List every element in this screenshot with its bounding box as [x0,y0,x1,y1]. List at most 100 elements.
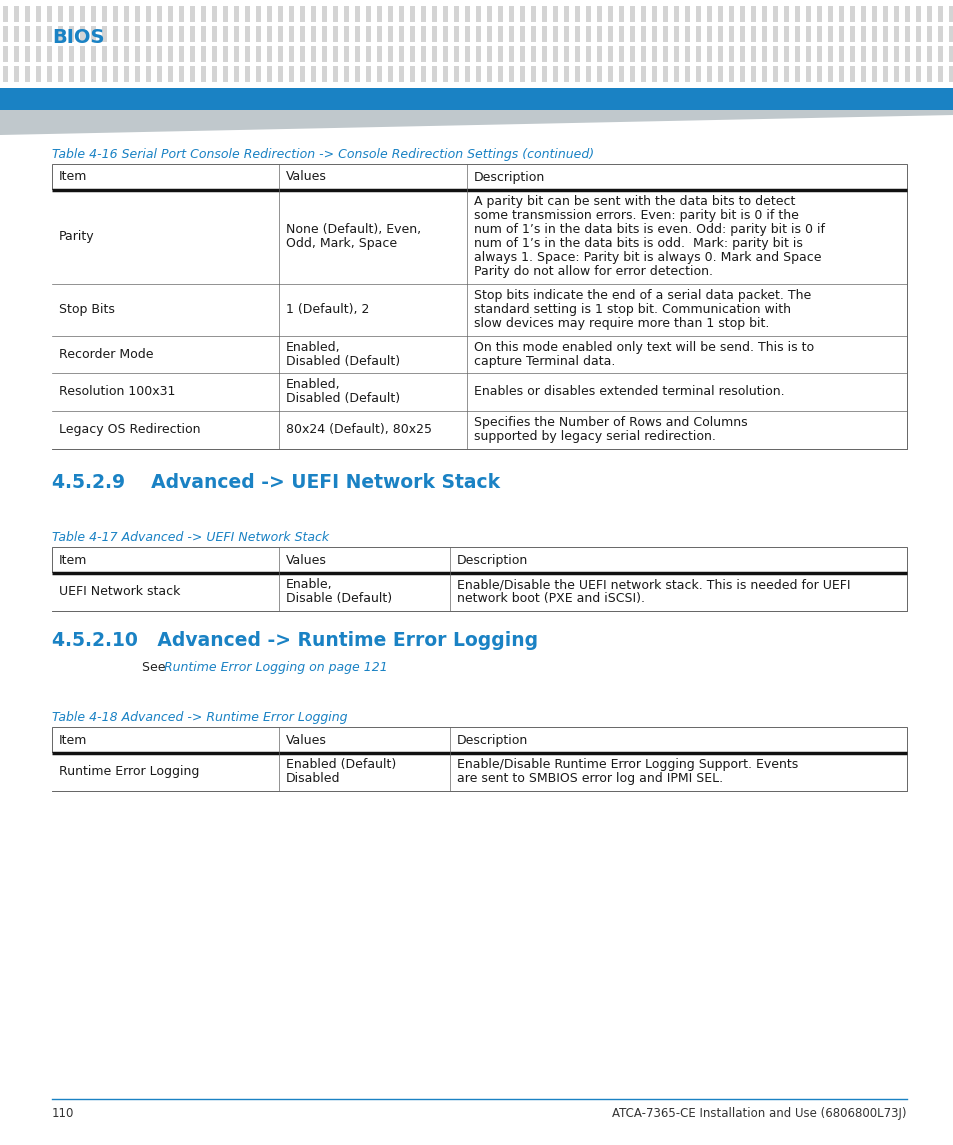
Bar [201,46,206,62]
Text: Legacy OS Redirection: Legacy OS Redirection [59,424,200,436]
Bar [805,66,810,82]
Bar [355,66,359,82]
Bar [277,26,283,42]
Bar [718,6,722,22]
Bar [344,46,349,62]
Bar [509,66,514,82]
Bar [937,46,942,62]
Bar [135,26,140,42]
Text: network boot (PXE and iSCSI).: network boot (PXE and iSCSI). [456,592,644,606]
Bar [861,6,865,22]
Bar [212,26,216,42]
Bar [904,26,909,42]
Bar [519,66,524,82]
Text: Description: Description [456,734,527,747]
Bar [311,66,315,82]
Bar [322,46,327,62]
Text: Table 4-18 Advanced -> Runtime Error Logging: Table 4-18 Advanced -> Runtime Error Log… [52,711,347,724]
Bar [926,46,931,62]
Bar [673,66,679,82]
Bar [52,335,906,373]
Bar [772,6,778,22]
Bar [47,46,52,62]
Bar [52,164,906,449]
Bar [233,26,239,42]
Bar [662,6,667,22]
Bar [761,66,766,82]
Bar [179,6,184,22]
Bar [827,66,832,82]
Bar [816,6,821,22]
Bar [25,6,30,22]
Bar [442,66,448,82]
Bar [442,46,448,62]
Text: Disabled (Default): Disabled (Default) [285,355,399,368]
Bar [277,66,283,82]
Text: On this mode enabled only text will be send. This is to: On this mode enabled only text will be s… [474,340,813,354]
Bar [233,46,239,62]
Bar [629,46,635,62]
Bar [289,6,294,22]
Bar [893,66,898,82]
Bar [25,46,30,62]
Bar [190,26,194,42]
Bar [706,66,711,82]
Bar [333,26,337,42]
Bar [728,46,733,62]
Bar [871,66,876,82]
Bar [190,6,194,22]
Bar [179,46,184,62]
Bar [299,6,305,22]
Text: supported by legacy serial redirection.: supported by legacy serial redirection. [474,431,715,443]
Bar [168,26,172,42]
Bar [398,6,403,22]
Bar [640,6,645,22]
Bar [486,46,492,62]
Text: Stop Bits: Stop Bits [59,302,114,316]
Bar [662,66,667,82]
Text: Values: Values [285,734,326,747]
Bar [36,66,41,82]
Bar [344,6,349,22]
Bar [355,46,359,62]
Bar [3,46,8,62]
Bar [420,46,426,62]
Bar [135,46,140,62]
Bar [80,46,85,62]
Bar [740,26,744,42]
Text: See: See [142,661,170,674]
Bar [794,46,800,62]
Text: Item: Item [59,734,88,747]
Bar [102,46,107,62]
Bar [838,6,843,22]
Bar [937,26,942,42]
Bar [497,26,502,42]
Bar [91,26,96,42]
Bar [696,26,700,42]
Bar [442,26,448,42]
Bar [861,46,865,62]
Bar [772,66,778,82]
Text: standard setting is 1 stop bit. Communication with: standard setting is 1 stop bit. Communic… [474,302,790,316]
Text: Enable,: Enable, [285,578,332,591]
Bar [651,66,657,82]
Bar [696,46,700,62]
Bar [464,66,470,82]
Bar [52,411,906,449]
Text: 4.5.2.9    Advanced -> UEFI Network Stack: 4.5.2.9 Advanced -> UEFI Network Stack [52,473,499,492]
Bar [168,46,172,62]
Bar [255,66,261,82]
Bar [47,66,52,82]
Bar [146,66,151,82]
Bar [212,66,216,82]
Bar [69,26,74,42]
Bar [816,46,821,62]
Bar [366,26,371,42]
Bar [937,6,942,22]
Bar [102,6,107,22]
Bar [629,26,635,42]
Bar [267,26,272,42]
Bar [948,46,953,62]
Bar [761,46,766,62]
Text: slow devices may require more than 1 stop bit.: slow devices may require more than 1 sto… [474,317,768,330]
